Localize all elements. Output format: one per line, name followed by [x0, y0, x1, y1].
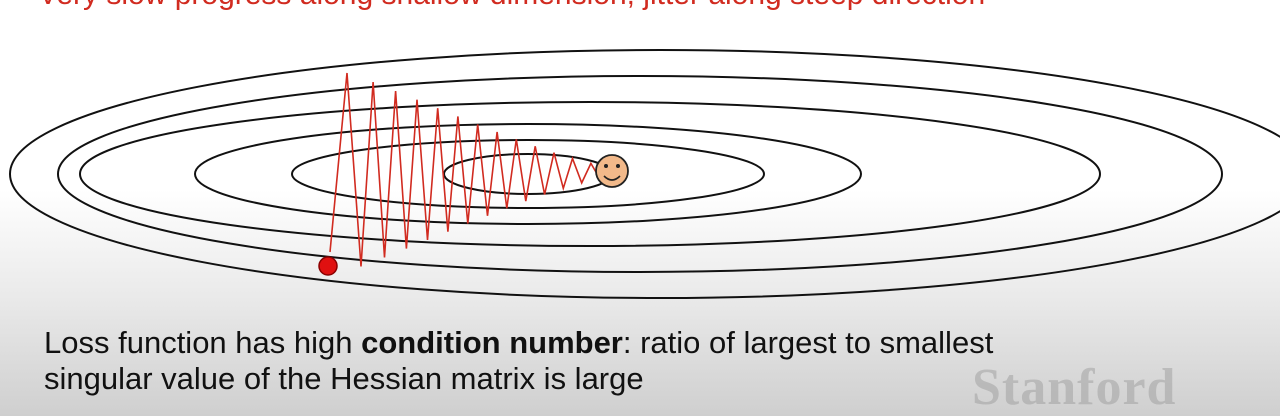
explanation-line1-end: : ratio of largest to smallest [622, 325, 994, 360]
top-caption: Very slow progress along shallow dimensi… [38, 0, 985, 12]
contour-ring-3 [194, 123, 862, 225]
contour-ring-4 [79, 101, 1101, 247]
contour-ring-5 [57, 75, 1223, 273]
explanation-line1-start: Loss function has high [44, 325, 362, 360]
contour-diagram [9, 49, 1280, 299]
contour-ring-6 [9, 49, 1280, 299]
smiley-face-icon [595, 154, 629, 188]
explanation-text: Loss function has high condition number:… [44, 325, 993, 397]
condition-number-term: condition number [361, 325, 623, 360]
start-point-icon [318, 256, 338, 276]
gradient-descent-path [329, 72, 613, 267]
stanford-watermark: Stanford [972, 359, 1177, 416]
explanation-line2: singular value of the Hessian matrix is … [44, 361, 644, 396]
contour-ring-2 [291, 139, 765, 209]
